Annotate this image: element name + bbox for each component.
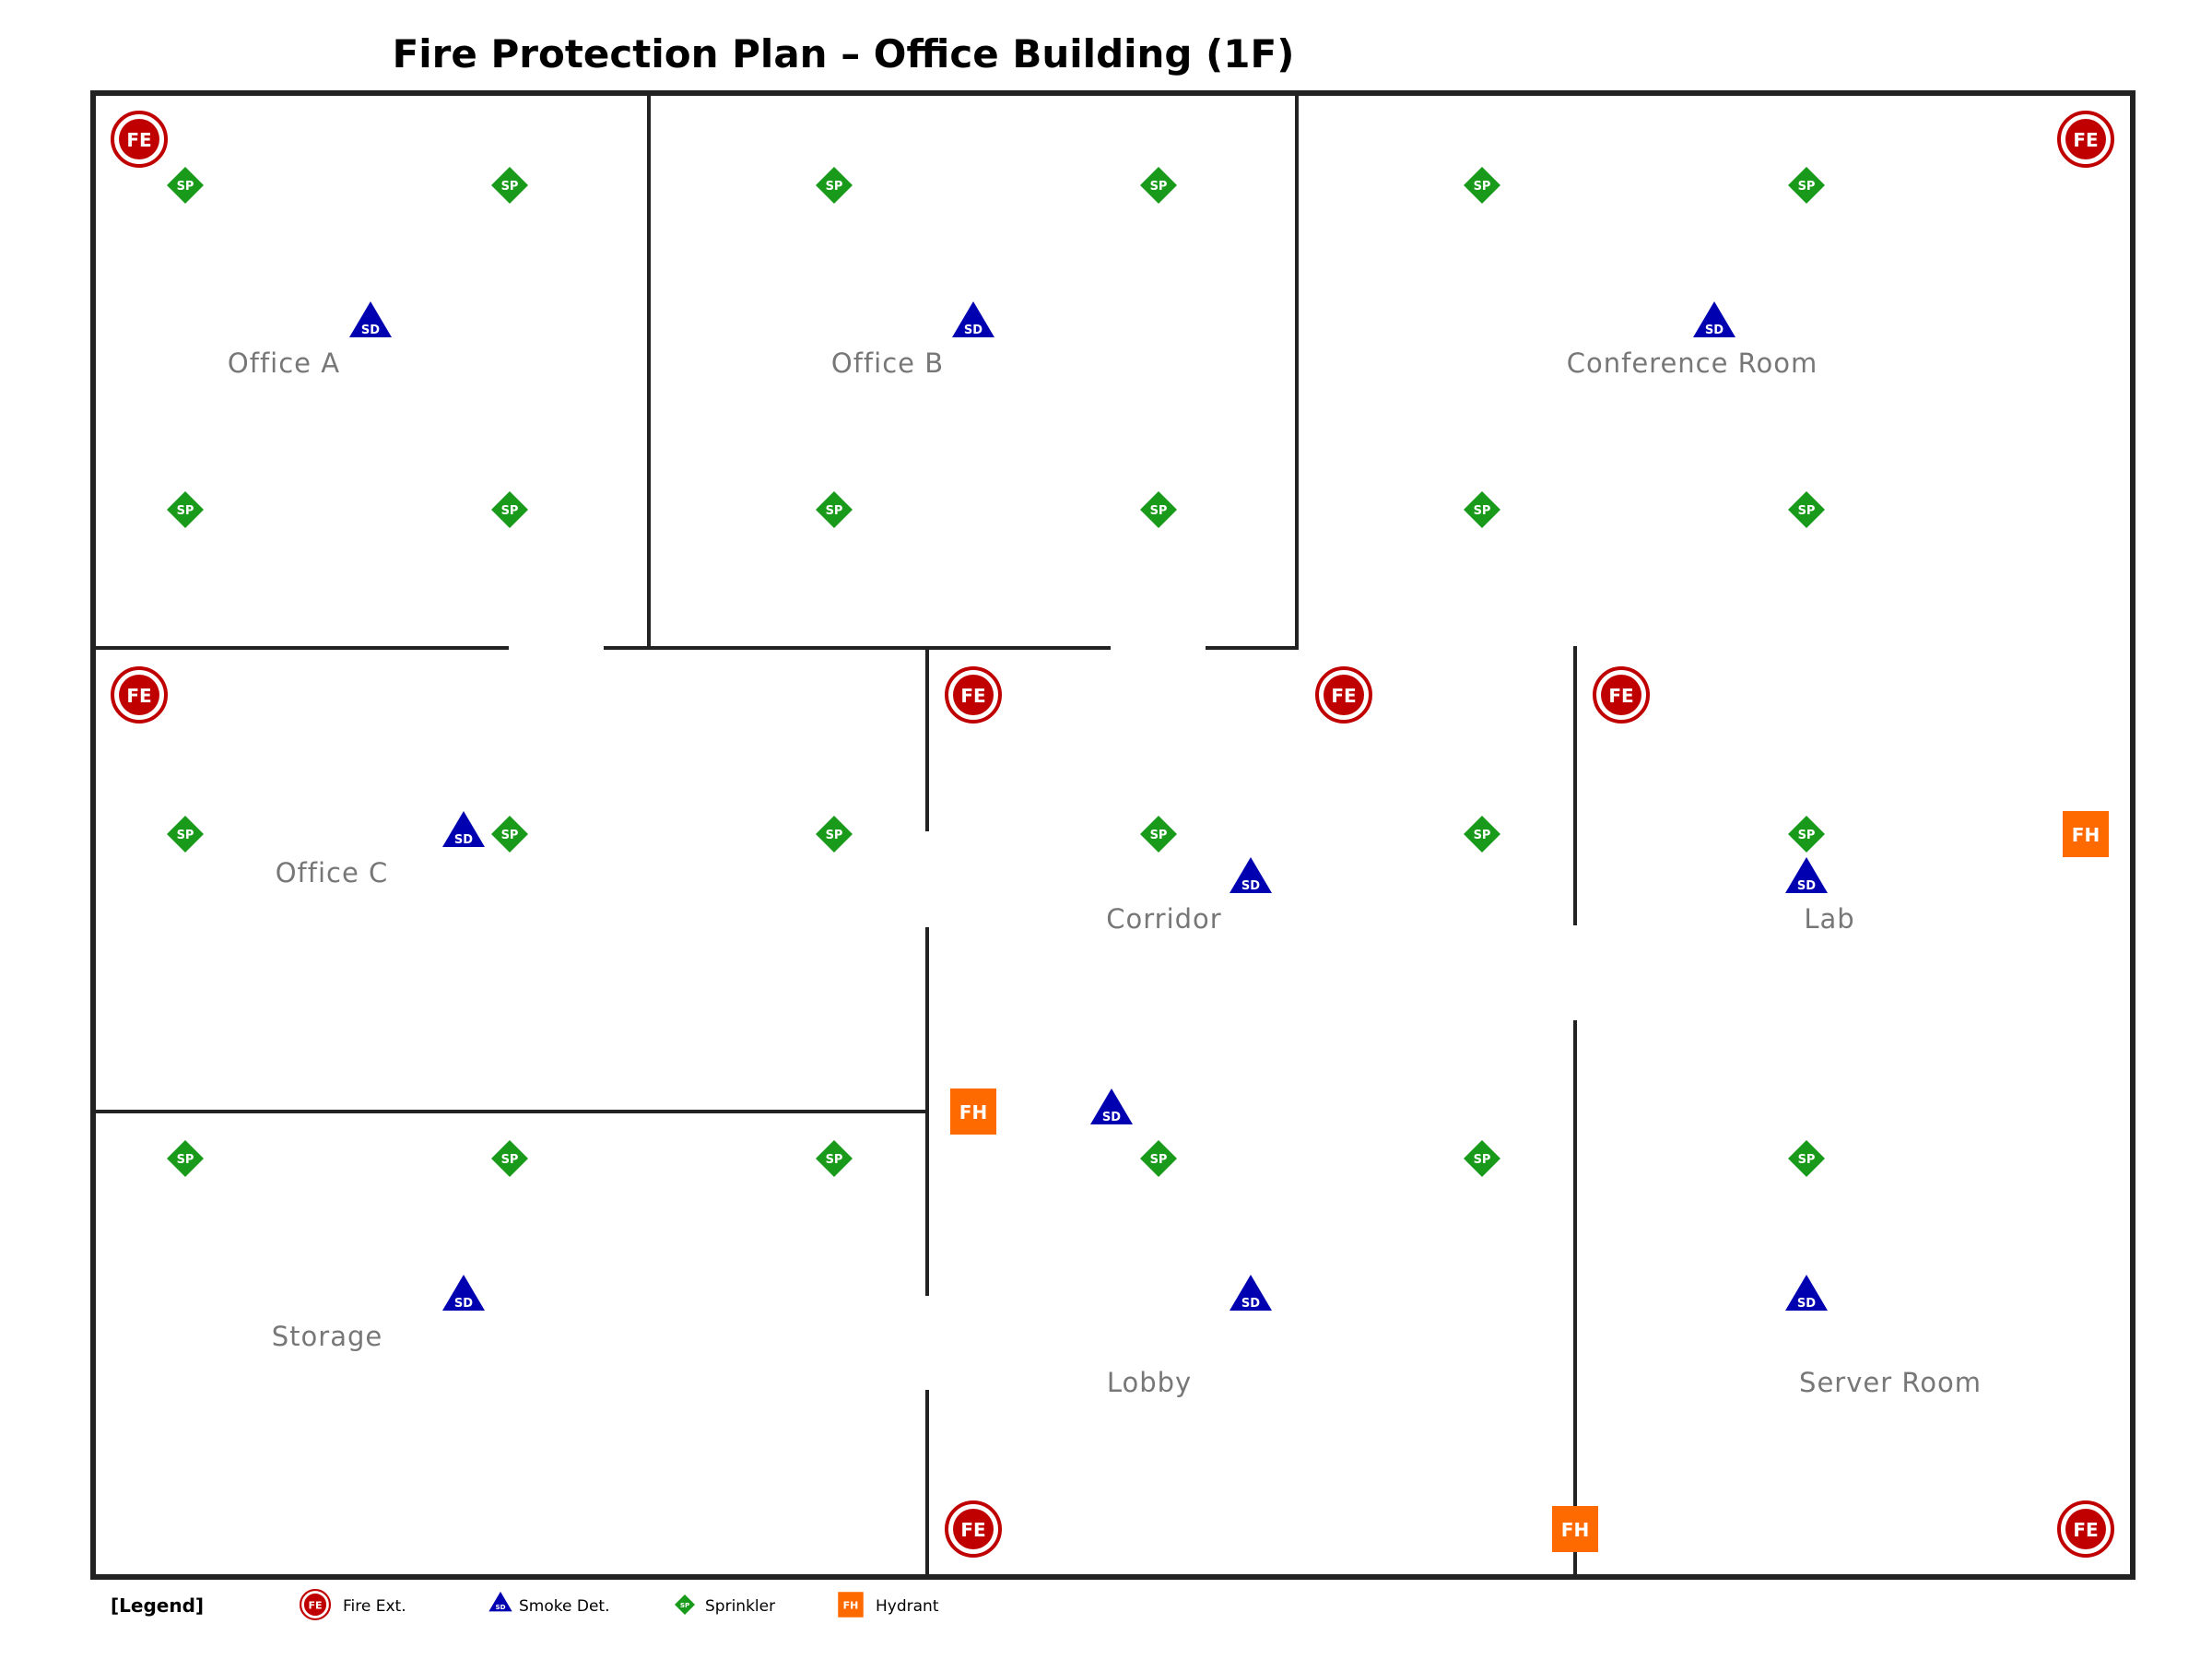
room-label-server-room: Server Room (1799, 1367, 1982, 1398)
legend-item-sprinkler: Sprinkler (675, 1594, 775, 1616)
sprinkler-icon (1464, 167, 1500, 204)
fire-extinguisher-icon (1315, 666, 1372, 724)
sprinkler-icon (1464, 816, 1500, 853)
sprinkler-icon (816, 1140, 853, 1177)
sprinkler-icon (167, 1140, 204, 1177)
legend-heading: [Legend] (111, 1594, 204, 1617)
legend: [Legend] Fire Ext. Smoke Det. Sprinkler … (111, 1588, 939, 1621)
legend-item-smoke-det: Smoke Det. (488, 1591, 609, 1616)
smoke-detector-icon (488, 1591, 512, 1612)
hydrant-icon (1552, 1506, 1598, 1552)
sprinkler-icon (1140, 491, 1177, 528)
smoke-detector-icon (1230, 1275, 1272, 1311)
smoke-detector-icon (1785, 857, 1828, 893)
sprinkler-icon (1788, 167, 1825, 204)
room-labels: Office A Office B Conference Room Office… (228, 347, 1982, 1398)
smoke-detector-icon (442, 1275, 485, 1311)
room-label-lab: Lab (1804, 903, 1854, 935)
sprinkler-icon (491, 167, 528, 204)
sprinkler-icon (1140, 1140, 1177, 1177)
smoke-detector-icon (1785, 1275, 1828, 1311)
fire-extinguisher-icon (111, 666, 168, 724)
sprinkler-icon (675, 1594, 695, 1615)
smoke-detector-icon (1090, 1088, 1133, 1124)
sprinkler-icon (491, 816, 528, 853)
outer-wall (90, 90, 2136, 1580)
room-label-lobby: Lobby (1107, 1367, 1192, 1398)
room-label-office-a: Office A (228, 347, 340, 379)
plan-title: Fire Protection Plan – Office Building (… (393, 31, 1295, 76)
room-label-office-b: Office B (831, 347, 944, 379)
smoke-detector-icon (1230, 857, 1272, 893)
fire-extinguisher-icon (945, 666, 1002, 724)
sprinkler-icon (1140, 816, 1177, 853)
smoke-detector-icon (952, 301, 994, 337)
hydrant-icon (2063, 811, 2109, 857)
sprinkler-icon (816, 167, 853, 204)
legend-label: Sprinkler (705, 1597, 775, 1616)
sprinkler-icon (816, 491, 853, 528)
sprinkler-icon (167, 491, 204, 528)
sprinkler-icon (167, 167, 204, 204)
fire-extinguisher-icon (945, 1500, 1002, 1558)
smoke-detector-icon (1693, 301, 1735, 337)
smoke-detector-icon (349, 301, 392, 337)
sprinkler-icon (1788, 816, 1825, 853)
smoke-detector-icon (442, 811, 485, 847)
room-label-office-c: Office C (276, 857, 389, 888)
sprinkler-icon (816, 816, 853, 853)
sprinkler-icon (1788, 1140, 1825, 1177)
legend-label: Fire Ext. (343, 1597, 406, 1616)
sprinkler-icon (1464, 1140, 1500, 1177)
sprinkler-icon (491, 491, 528, 528)
legend-item-hydrant: Hydrant (838, 1592, 939, 1618)
room-label-storage: Storage (272, 1321, 382, 1352)
fire-extinguisher-icon (111, 111, 168, 168)
fire-extinguisher-icon (2057, 1500, 2114, 1558)
sprinkler-icon (1788, 491, 1825, 528)
hydrant-icon (950, 1088, 996, 1135)
room-label-conference-room: Conference Room (1567, 347, 1818, 379)
sprinkler-icon (167, 816, 204, 853)
walls (90, 90, 2136, 1580)
sprinkler-icon (491, 1140, 528, 1177)
sprinkler-icon (1140, 167, 1177, 204)
smoke-detectors (349, 301, 1828, 1311)
sprinkler-icon (1464, 491, 1500, 528)
legend-label: Smoke Det. (519, 1597, 609, 1616)
hydrant-icon (838, 1592, 864, 1618)
room-label-corridor: Corridor (1106, 903, 1221, 935)
legend-label: Hydrant (876, 1597, 939, 1616)
fire-extinguisher-icon (2057, 111, 2114, 168)
fire-extinguisher-icon (299, 1588, 332, 1621)
fire-extinguisher-icon (1593, 666, 1650, 724)
legend-item-fire-ext: Fire Ext. (299, 1588, 406, 1621)
